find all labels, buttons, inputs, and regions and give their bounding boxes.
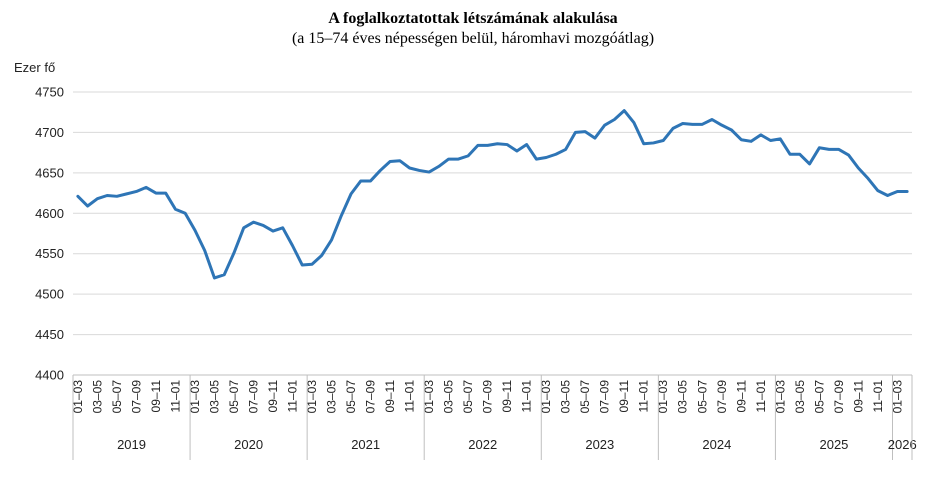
- x-tick-label: 03–05: [325, 380, 339, 414]
- x-tick-label: 03–05: [676, 380, 690, 414]
- x-tick-label: 01–03: [773, 380, 787, 414]
- x-tick-label: 05–07: [227, 380, 241, 414]
- year-label: 2020: [234, 437, 263, 452]
- x-tick-label: 01–03: [890, 380, 904, 414]
- x-tick-label: 05–07: [695, 380, 709, 414]
- year-label: 2019: [117, 437, 146, 452]
- x-tick-label: 03–05: [793, 380, 807, 414]
- y-tick-label: 4550: [35, 246, 64, 261]
- x-tick-label: 11–01: [871, 380, 885, 413]
- x-tick-label: 07–09: [246, 380, 260, 414]
- x-tick-label: 09–11: [617, 380, 631, 413]
- x-tick-label: 07–09: [364, 380, 378, 414]
- x-tick-label: 09–11: [851, 380, 865, 413]
- x-tick-label: 05–07: [110, 380, 124, 414]
- x-tick-label: 01–03: [71, 380, 85, 414]
- y-tick-label: 4750: [35, 85, 64, 100]
- x-tick-label: 01–03: [656, 380, 670, 414]
- chart-title: A foglalkoztatottak létszámának alakulás…: [328, 10, 617, 27]
- y-axis-unit-label: Ezer fő: [14, 60, 55, 75]
- x-tick-label: 05–07: [812, 380, 826, 414]
- x-tick-label: 03–05: [207, 380, 221, 414]
- year-label: 2025: [819, 437, 848, 452]
- x-axis-years: 2019 2020 2021 2022 2023 2024 2025 2026: [72, 375, 917, 460]
- year-label: 2022: [468, 437, 497, 452]
- x-tick-label: 03–05: [442, 380, 456, 414]
- x-tick-label: 01–03: [305, 380, 319, 414]
- year-label: 2023: [585, 437, 614, 452]
- x-tick-label: 07–09: [598, 380, 612, 414]
- year-label: 2024: [702, 437, 731, 452]
- y-tick-label: 4700: [35, 125, 64, 140]
- x-tick-label: 09–11: [734, 380, 748, 413]
- x-tick-label: 09–11: [500, 380, 514, 413]
- x-tick-label: 07–09: [129, 380, 143, 414]
- series-layer: [76, 109, 909, 280]
- x-tick-label: 01–03: [422, 380, 436, 414]
- y-tick-label: 4650: [35, 165, 64, 180]
- x-tick-label: 05–07: [461, 380, 475, 414]
- x-tick-label: 01–03: [539, 380, 553, 414]
- x-tick-label: 11–01: [286, 380, 300, 413]
- x-tick-label: 11–01: [403, 380, 417, 413]
- chart-subtitle: (a 15–74 éves népességen belül, háromhav…: [292, 30, 654, 47]
- y-axis-ticks: 4400 4450 4500 4550 4600 4650 4700 4750: [35, 85, 64, 383]
- x-tick-label: 03–05: [559, 380, 573, 414]
- gridlines: [73, 91, 912, 376]
- x-tick-label: 05–07: [344, 380, 358, 414]
- x-tick-label: 07–09: [832, 380, 846, 414]
- x-tick-label: 07–09: [481, 380, 495, 414]
- y-tick-label: 4500: [35, 287, 64, 302]
- x-tick-label: 07–09: [715, 380, 729, 414]
- x-tick-label: 11–01: [520, 380, 534, 413]
- y-tick-label: 4400: [35, 368, 64, 383]
- x-tick-label: 11–01: [754, 380, 768, 413]
- x-tick-label: 09–11: [266, 380, 280, 413]
- x-axis-ticks: 01–03 03–05 05–07 07–09 09–11 11–01 01–03 03–05…: [71, 380, 904, 414]
- year-label: 2021: [351, 437, 380, 452]
- x-tick-label: 01–03: [188, 380, 202, 414]
- x-tick-label: 05–07: [578, 380, 592, 414]
- y-tick-label: 4450: [35, 327, 64, 342]
- y-tick-label: 4600: [35, 206, 64, 221]
- x-tick-label: 09–11: [149, 380, 163, 413]
- x-tick-label: 03–05: [90, 380, 104, 414]
- year-label: 2026: [888, 437, 917, 452]
- series-line: [76, 109, 909, 280]
- x-tick-label: 09–11: [383, 380, 397, 413]
- x-tick-label: 11–01: [637, 380, 651, 413]
- x-tick-label: 11–01: [168, 380, 182, 413]
